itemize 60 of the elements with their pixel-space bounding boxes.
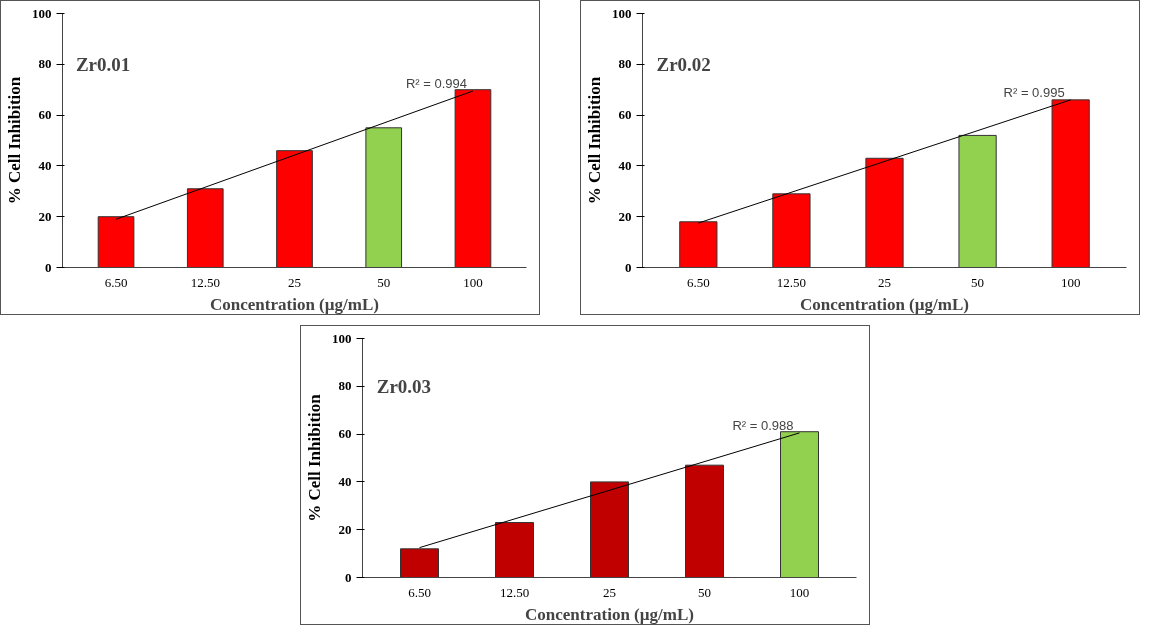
bar bbox=[186, 188, 224, 268]
y-axis-title: % Cell Inhibition bbox=[585, 76, 604, 205]
y-tick-label: 0 bbox=[345, 569, 352, 585]
bar bbox=[1051, 99, 1090, 268]
y-tick-label: 40 bbox=[618, 157, 632, 173]
x-axis-title: Concentration (µg/mL) bbox=[800, 294, 969, 314]
y-tick-label: 20 bbox=[38, 208, 52, 224]
y-tick-label: 0 bbox=[45, 259, 52, 275]
x-tick-label: 50 bbox=[698, 584, 711, 600]
y-tick-label: 80 bbox=[618, 56, 632, 72]
bar bbox=[958, 134, 997, 268]
x-axis-title: Concentration (µg/mL) bbox=[210, 294, 379, 314]
bar bbox=[590, 481, 629, 578]
x-tick-label: 6.50 bbox=[686, 274, 710, 290]
bar bbox=[865, 157, 904, 268]
y-tick-label: 40 bbox=[38, 157, 52, 173]
y-tick-label: 60 bbox=[338, 426, 352, 442]
y-tick-label: 20 bbox=[618, 208, 632, 224]
x-tick-label: 50 bbox=[377, 274, 391, 290]
bar bbox=[276, 150, 313, 268]
x-tick-label: 25 bbox=[878, 274, 891, 290]
y-tick-label: 100 bbox=[332, 330, 352, 346]
y-axis-title: % Cell Inhibition bbox=[5, 76, 24, 205]
x-tick-label: 25 bbox=[603, 584, 616, 600]
y-tick-label: 20 bbox=[338, 521, 352, 537]
text: Zr0.02 bbox=[656, 53, 711, 75]
annotation: R² = 0.995 bbox=[1003, 84, 1065, 100]
bar bbox=[780, 431, 819, 578]
y-tick-label: 60 bbox=[38, 107, 52, 123]
x-tick-label: 12.50 bbox=[499, 584, 530, 600]
bar bbox=[495, 522, 534, 578]
x-tick-label: 12.50 bbox=[190, 274, 220, 290]
x-tick-label: 50 bbox=[971, 274, 985, 290]
x-tick-label: 6.50 bbox=[104, 274, 128, 290]
text: Zr0.03 bbox=[376, 375, 432, 397]
x-tick-label: 6.50 bbox=[408, 584, 431, 600]
y-tick-label: 100 bbox=[32, 5, 52, 21]
x-tick-label: 12.50 bbox=[776, 274, 807, 290]
bar bbox=[400, 548, 439, 578]
x-tick-label: 25 bbox=[288, 274, 301, 290]
x-axis-title: Concentration (µg/mL) bbox=[525, 604, 694, 624]
bar bbox=[679, 221, 718, 268]
annotation: R² = 0.994 bbox=[405, 75, 467, 91]
x-tick-label: 100 bbox=[463, 274, 483, 290]
x-tick-label: 100 bbox=[789, 584, 810, 600]
y-tick-label: 80 bbox=[38, 56, 52, 72]
y-tick-label: 60 bbox=[618, 107, 632, 123]
bar bbox=[365, 127, 403, 268]
text: Zr0.01 bbox=[75, 53, 131, 75]
y-tick-label: 100 bbox=[612, 5, 632, 21]
x-tick-label: 100 bbox=[1060, 274, 1081, 290]
y-tick-label: 0 bbox=[625, 259, 632, 275]
y-tick-label: 40 bbox=[338, 473, 352, 489]
annotation: R² = 0.988 bbox=[732, 417, 794, 433]
bar bbox=[454, 89, 492, 268]
bar bbox=[97, 216, 135, 268]
y-axis-title: % Cell Inhibition bbox=[305, 393, 324, 522]
bar bbox=[772, 193, 811, 268]
bar bbox=[685, 464, 724, 578]
y-tick-label: 80 bbox=[338, 378, 352, 394]
